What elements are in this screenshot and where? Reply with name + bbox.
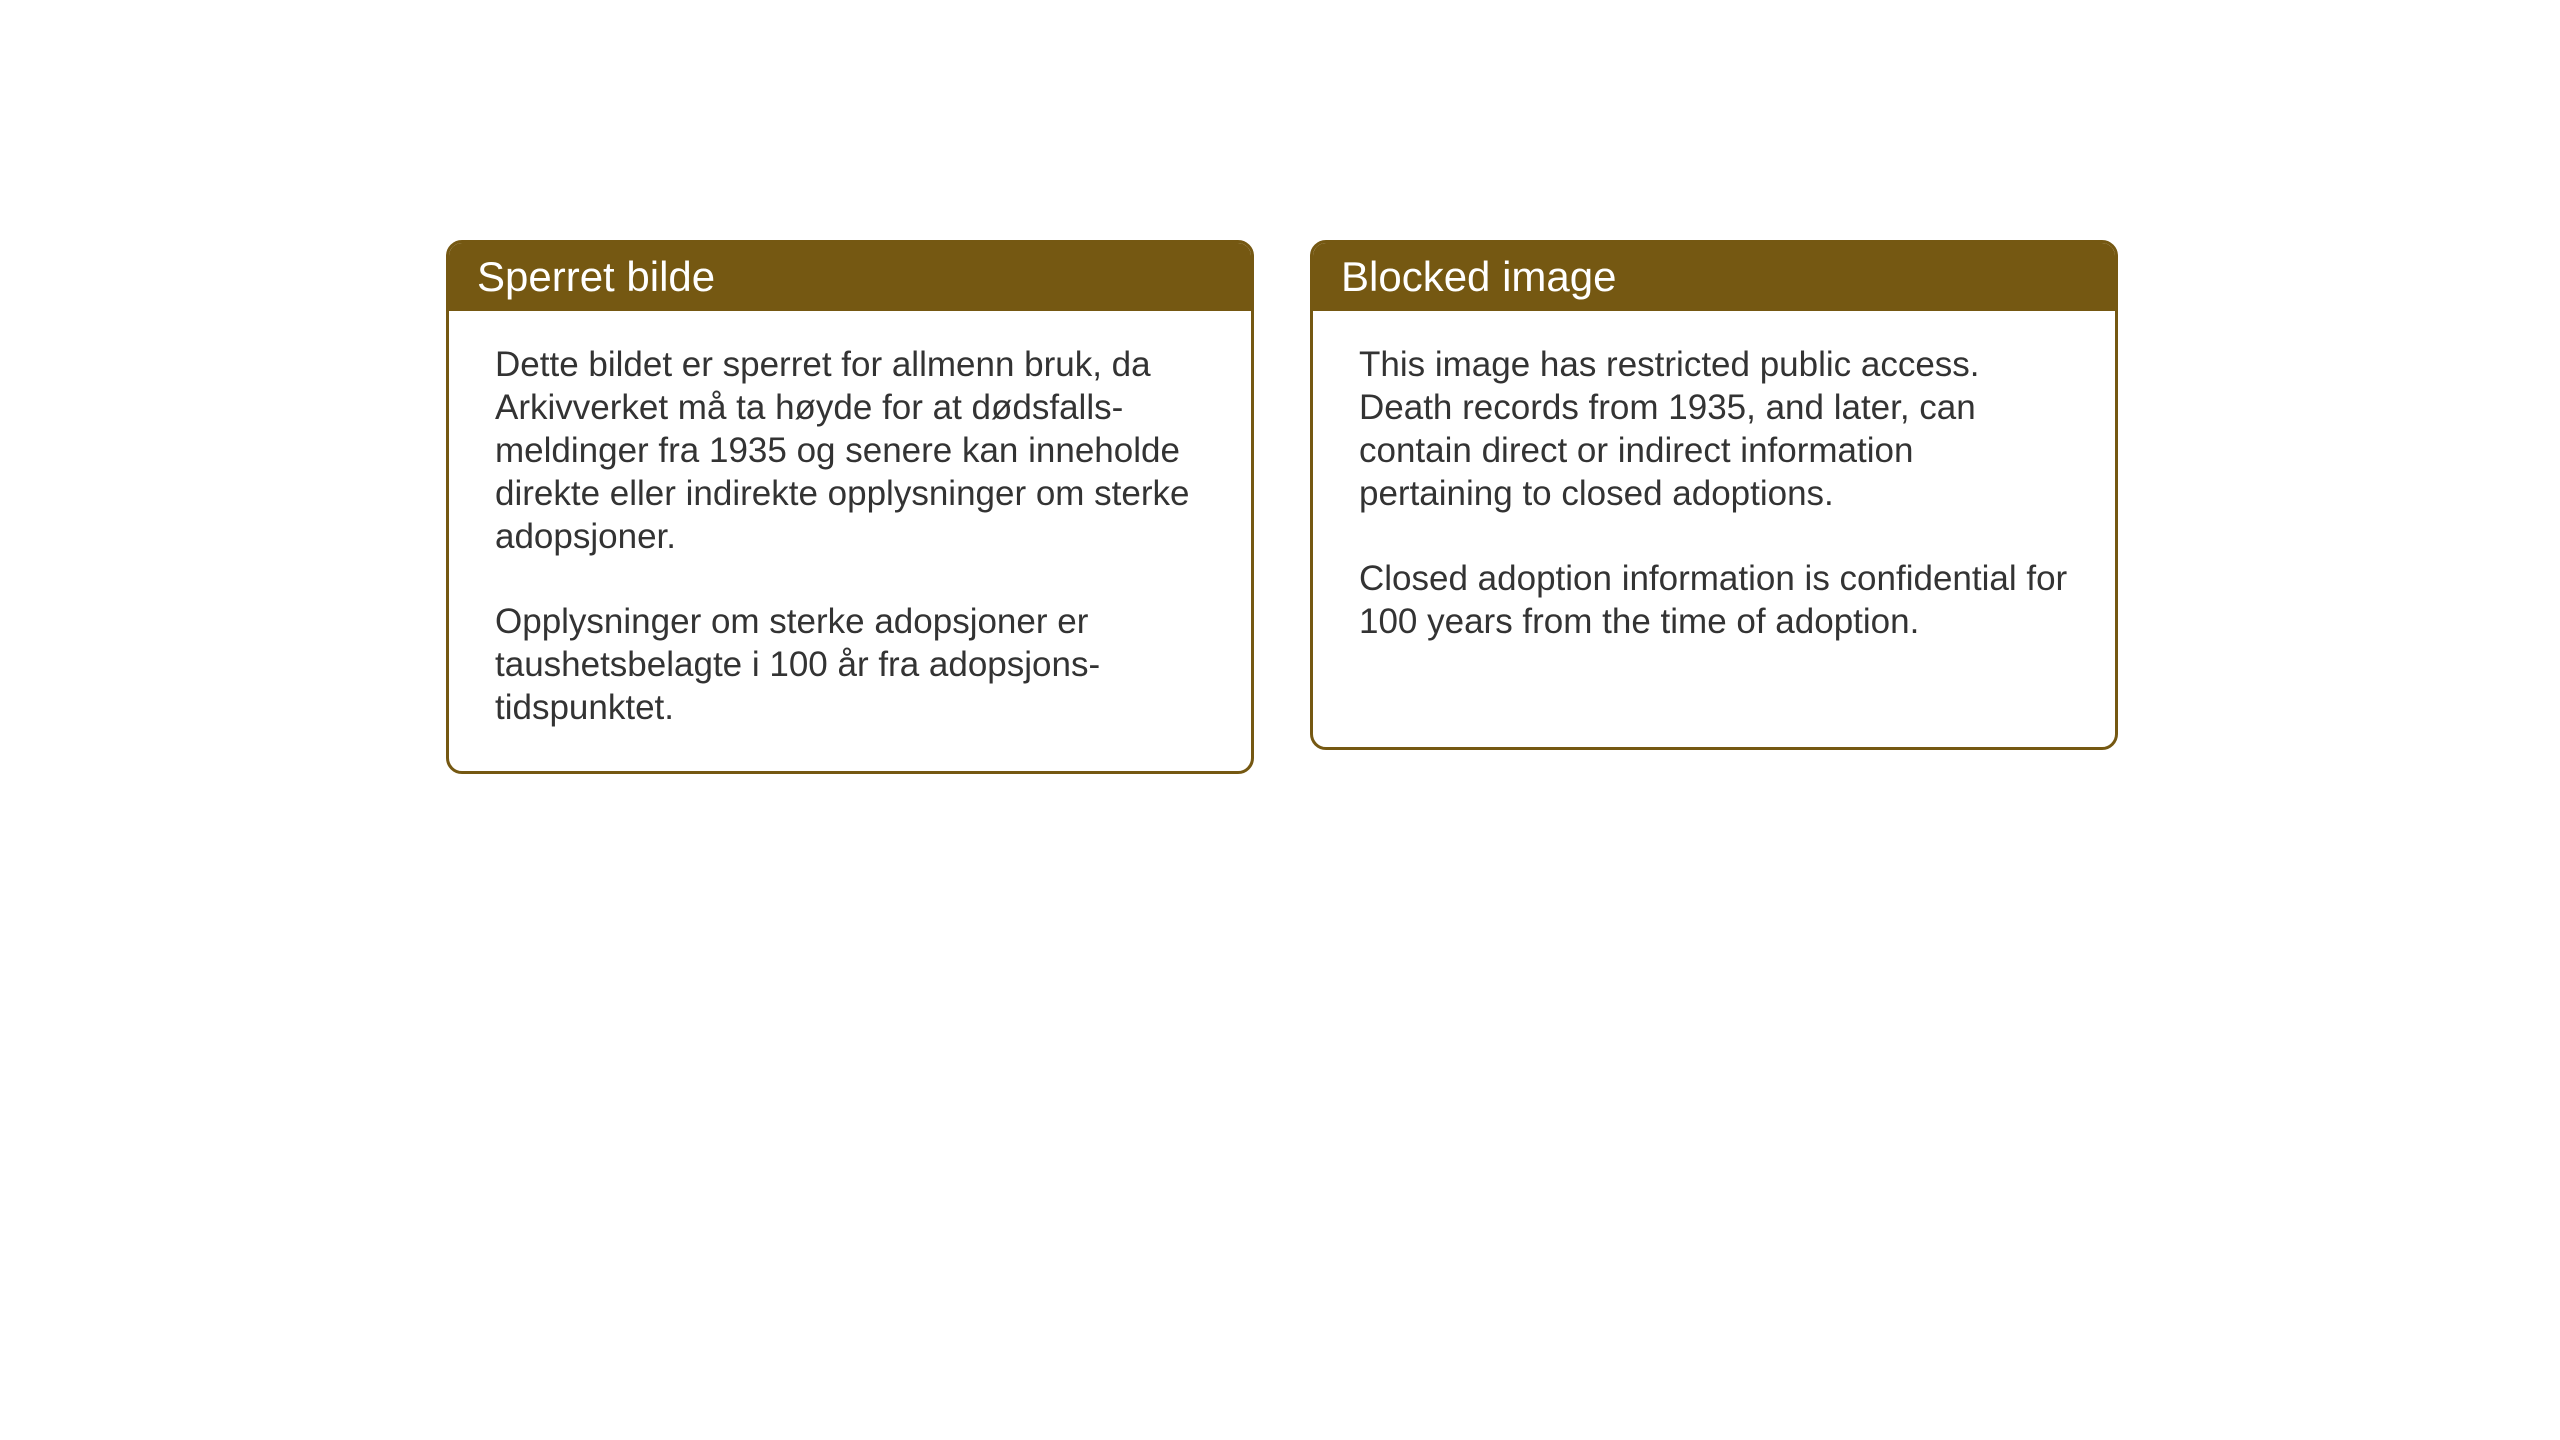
card-body-english: This image has restricted public access.…: [1313, 311, 2115, 685]
card-header-norwegian: Sperret bilde: [449, 243, 1251, 311]
notice-card-english: Blocked image This image has restricted …: [1310, 240, 2118, 750]
card-paragraph-english-1: This image has restricted public access.…: [1359, 343, 2069, 515]
notice-cards-container: Sperret bilde Dette bildet er sperret fo…: [446, 240, 2118, 774]
card-body-norwegian: Dette bildet er sperret for allmenn bruk…: [449, 311, 1251, 771]
notice-card-norwegian: Sperret bilde Dette bildet er sperret fo…: [446, 240, 1254, 774]
card-paragraph-norwegian-2: Opplysninger om sterke adopsjoner er tau…: [495, 600, 1205, 729]
card-paragraph-norwegian-1: Dette bildet er sperret for allmenn bruk…: [495, 343, 1205, 558]
card-title-english: Blocked image: [1341, 253, 1616, 300]
card-paragraph-english-2: Closed adoption information is confident…: [1359, 557, 2069, 643]
card-title-norwegian: Sperret bilde: [477, 253, 715, 300]
card-header-english: Blocked image: [1313, 243, 2115, 311]
